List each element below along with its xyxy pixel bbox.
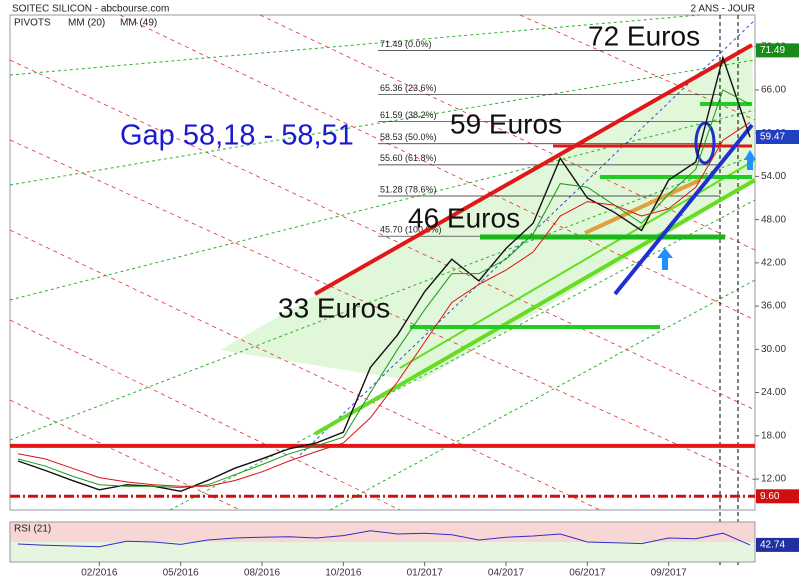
y-tick-label: 54.00 [761,171,786,182]
rsi-tag [756,537,799,552]
ma-line [17,121,751,487]
price-tag-label: 71.49 [760,45,785,56]
y-tick-label: 24.00 [761,387,786,398]
chart-title: SOITEC SILICON - abcbourse.com [12,4,169,15]
annotation: 33 Euros [278,292,390,323]
arrow-up [657,248,673,270]
x-tick-label: 05/2016 [163,568,200,579]
fib-label: 58.53 (50.0%) [380,132,437,142]
gap-circle [694,121,716,165]
fib-label: 51.28 (78.6%) [380,184,437,194]
fib-label: 55.60 (61.8%) [380,153,437,163]
rsi-zone [10,542,755,562]
pivots-label: PIVOTS [14,18,51,29]
x-tick-label: 04/2017 [488,568,525,579]
legend-entry: MM (49) [120,18,157,29]
y-tick-label: 18.00 [761,430,786,441]
y-tick-label: 36.00 [761,301,786,312]
chart-subtitle: 2 ANS - JOUR [691,4,755,15]
price-tag-label: 9.60 [760,491,780,502]
rsi-frame [9,521,756,563]
x-tick-label: 01/2017 [407,568,444,579]
annotation: 59 Euros [450,108,562,139]
rsi-label: RSI (21) [14,524,51,535]
x-tick-label: 08/2016 [244,568,281,579]
annotation: Gap 58,18 - 58,51 [120,120,354,152]
y-tick-label: 42.00 [761,258,786,269]
fib-label: 65.36 (23.6%) [380,83,437,93]
arrow-up [744,150,756,170]
y-tick-label: 66.00 [761,85,786,96]
resistance-trend [314,43,753,296]
rsi-tag-label: 42.74 [760,540,785,551]
blue-trend [613,123,754,296]
x-tick-label: 09/2017 [651,568,688,579]
rsi-line [17,530,751,548]
fib-label: 45.70 (100.0%) [380,225,442,235]
red-dashed-lines [9,14,756,511]
x-tick-label: 06/2017 [569,568,606,579]
price-tag [756,489,799,504]
orange-trend [584,178,701,235]
price-tag-label: 59.47 [760,132,785,143]
price-line [17,55,751,492]
legend-entry: MM (20) [68,18,105,29]
annotation: 46 Euros [408,202,520,233]
fib-label: 71.49 (0.0%) [380,39,432,49]
support-trend [314,178,756,436]
price-tag [756,129,799,144]
channel-shade [220,45,755,382]
ma-line [17,89,751,489]
green-dashed-lines [9,14,756,511]
x-tick-label: 10/2016 [325,568,362,579]
y-tick-label: 12.00 [761,474,786,485]
fib-label: 61.59 (38.2%) [380,110,437,120]
annotation: 72 Euros [588,20,700,51]
price-tag [756,43,799,58]
x-tick-label: 02/2016 [81,568,118,579]
y-tick-label: 48.00 [761,214,786,225]
y-tick-label: 30.00 [761,344,786,355]
